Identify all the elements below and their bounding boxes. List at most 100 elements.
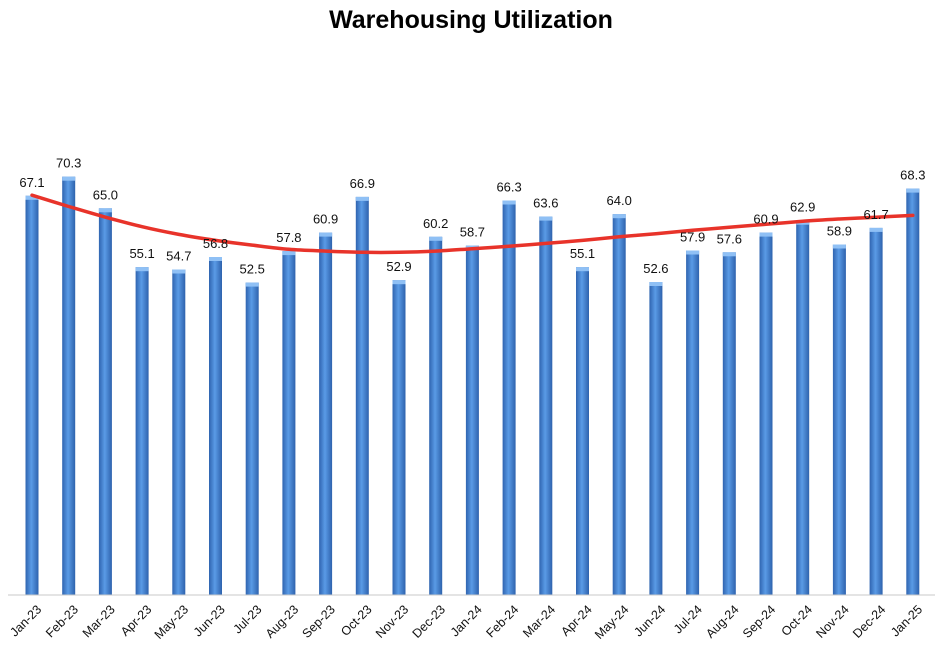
bar-Mar-23 bbox=[98, 208, 112, 596]
bar-Jan-23 bbox=[25, 195, 39, 596]
x-tick-label-Jan-24: Jan-24 bbox=[448, 602, 485, 639]
bar-Nov-24 bbox=[832, 244, 846, 595]
bar-Jun-23 bbox=[209, 257, 222, 595]
bar-Nov-23 bbox=[392, 280, 406, 595]
value-label-May-24: 64.0 bbox=[607, 193, 632, 208]
bar-cap-Jun-23 bbox=[209, 257, 222, 261]
x-tick-label-Feb-24: Feb-24 bbox=[484, 602, 522, 640]
value-label-Feb-24: 66.3 bbox=[496, 180, 521, 195]
value-label-Dec-23: 60.2 bbox=[423, 216, 448, 231]
bar-Aug-23 bbox=[282, 251, 296, 595]
bar-May-23 bbox=[172, 269, 186, 595]
bar-cap-Aug-24 bbox=[722, 252, 736, 257]
chart-title: Warehousing Utilization bbox=[329, 6, 613, 34]
x-tick-label-Aug-24: Aug-24 bbox=[703, 602, 741, 640]
bars-group bbox=[25, 176, 920, 596]
bar-Dec-24 bbox=[869, 227, 883, 595]
x-tick-label-Jan-23: Jan-23 bbox=[7, 602, 44, 639]
bar-cap-Oct-23 bbox=[355, 196, 369, 201]
value-label-Jun-24: 52.6 bbox=[643, 261, 668, 276]
bar-cap-Jul-24 bbox=[686, 250, 700, 255]
bar-Oct-24 bbox=[796, 220, 810, 595]
value-label-Sep-23: 60.9 bbox=[313, 212, 338, 227]
x-tick-label-Apr-23: Apr-23 bbox=[118, 602, 154, 638]
bar-cap-Jun-24 bbox=[649, 282, 663, 286]
value-label-Oct-23: 66.9 bbox=[350, 176, 375, 191]
bar-cap-Mar-24 bbox=[539, 216, 553, 221]
bar-Jul-23 bbox=[245, 282, 259, 595]
value-label-Jan-24: 58.7 bbox=[460, 225, 485, 240]
bar-Jun-24 bbox=[649, 282, 663, 595]
value-label-Nov-24: 58.9 bbox=[827, 224, 852, 239]
bar-Apr-24 bbox=[576, 267, 589, 595]
x-tick-label-May-23: May-23 bbox=[152, 602, 191, 641]
x-tick-label-Mar-23: Mar-23 bbox=[80, 602, 118, 640]
bar-cap-May-23 bbox=[172, 269, 186, 274]
bar-cap-Apr-24 bbox=[576, 267, 589, 272]
value-label-Nov-23: 52.9 bbox=[386, 259, 411, 274]
bar-cap-Jul-23 bbox=[245, 282, 259, 287]
bar-cap-Aug-23 bbox=[282, 251, 296, 256]
bar-May-24 bbox=[612, 214, 626, 595]
value-labels-group: 67.1 70.3 65.0 55.1 54.7 56.8 52.5 57.8 60.9 66.9… bbox=[19, 156, 925, 277]
bar-Jan-24 bbox=[465, 245, 479, 595]
x-tick-label-Feb-23: Feb-23 bbox=[43, 602, 81, 640]
x-tick-label-Nov-23: Nov-23 bbox=[373, 602, 411, 640]
trendline-group bbox=[30, 193, 915, 255]
bar-Sep-23 bbox=[319, 232, 333, 595]
value-label-Aug-24: 57.6 bbox=[717, 231, 742, 246]
x-tick-label-Aug-23: Aug-23 bbox=[263, 602, 301, 640]
value-label-Jul-23: 52.5 bbox=[240, 262, 265, 277]
bar-Apr-23 bbox=[135, 267, 149, 595]
trendline bbox=[30, 193, 915, 255]
bar-cap-Feb-24 bbox=[502, 200, 516, 205]
value-label-May-23: 54.7 bbox=[166, 249, 191, 264]
bar-cap-Mar-23 bbox=[98, 208, 112, 213]
bar-Dec-23 bbox=[429, 236, 443, 596]
x-tick-label-Jun-23: Jun-23 bbox=[191, 602, 228, 639]
bar-Mar-24 bbox=[539, 216, 553, 595]
bar-cap-Nov-23 bbox=[392, 280, 406, 285]
bar-cap-Dec-23 bbox=[429, 236, 443, 241]
bar-cap-Jan-25 bbox=[906, 188, 920, 193]
bar-cap-Apr-23 bbox=[135, 267, 149, 272]
x-tick-label-Nov-24: Nov-24 bbox=[813, 602, 851, 640]
x-tick-label-Jun-24: Jun-24 bbox=[631, 602, 668, 639]
x-tick-label-Dec-24: Dec-24 bbox=[850, 602, 888, 640]
bar-cap-Sep-23 bbox=[319, 232, 333, 237]
bar-Oct-23 bbox=[355, 196, 369, 595]
x-tick-label-Sep-24: Sep-24 bbox=[740, 602, 778, 640]
value-label-Apr-23: 55.1 bbox=[129, 246, 154, 261]
bar-cap-May-24 bbox=[612, 214, 626, 219]
bar-Sep-24 bbox=[759, 232, 773, 595]
bar-cap-Dec-24 bbox=[869, 227, 883, 232]
bar-cap-Feb-23 bbox=[62, 176, 76, 181]
value-label-Aug-23: 57.8 bbox=[276, 230, 301, 245]
x-tick-label-Jan-25: Jan-25 bbox=[888, 602, 925, 639]
bar-Jan-25 bbox=[906, 188, 920, 595]
bar-Aug-24 bbox=[722, 252, 736, 596]
bar-Feb-23 bbox=[62, 176, 76, 595]
value-label-Jan-23: 67.1 bbox=[19, 175, 44, 190]
x-tick-label-Sep-23: Sep-23 bbox=[300, 602, 338, 640]
value-label-Dec-24: 61.7 bbox=[863, 207, 888, 222]
value-label-Mar-23: 65.0 bbox=[93, 187, 118, 202]
bar-cap-Jan-23 bbox=[25, 195, 39, 200]
value-label-Oct-24: 62.9 bbox=[790, 200, 815, 215]
value-label-Jan-25: 68.3 bbox=[900, 168, 925, 183]
x-tick-label-Oct-23: Oct-23 bbox=[338, 602, 374, 638]
bar-cap-Sep-24 bbox=[759, 232, 773, 237]
bar-Jul-24 bbox=[686, 250, 700, 595]
value-label-Jul-24: 57.9 bbox=[680, 230, 705, 245]
x-tick-label-Mar-24: Mar-24 bbox=[520, 602, 558, 640]
x-tick-label-Jul-23: Jul-23 bbox=[231, 602, 265, 636]
value-label-Mar-24: 63.6 bbox=[533, 196, 558, 211]
bar-Feb-24 bbox=[502, 200, 516, 595]
value-label-Jun-23: 56.8 bbox=[203, 236, 228, 251]
x-tick-label-Jul-24: Jul-24 bbox=[671, 602, 705, 636]
x-tick-label-Dec-23: Dec-23 bbox=[410, 602, 448, 640]
value-label-Feb-23: 70.3 bbox=[56, 156, 81, 171]
